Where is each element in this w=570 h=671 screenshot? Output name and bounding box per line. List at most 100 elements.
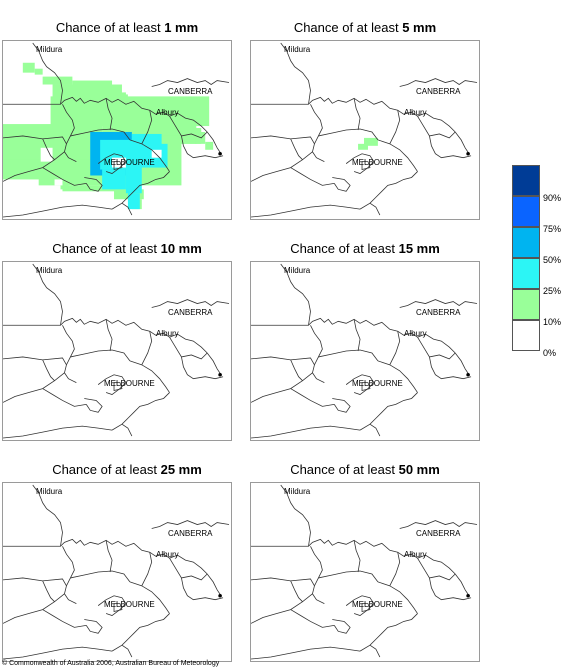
boundary-line	[62, 325, 77, 383]
boundary-line	[429, 352, 456, 360]
legend-swatch-10	[512, 289, 540, 320]
boundary-line	[105, 98, 113, 131]
boundary-line	[353, 319, 361, 352]
boundary-line	[399, 520, 478, 529]
boundary-line	[318, 570, 379, 583]
legend-swatch-90	[512, 165, 540, 196]
boundary-line	[3, 425, 113, 439]
boundary-line	[310, 546, 325, 604]
place-label-melbourne: MELBOURNE	[104, 600, 155, 609]
boundary-line	[251, 317, 470, 375]
panel-title-5mm: Chance of at least 5 mm	[293, 20, 437, 35]
boundary-line	[3, 646, 113, 660]
boundary-line	[113, 603, 123, 613]
legend-swatch-75	[512, 196, 540, 227]
probability-overlay	[251, 263, 478, 439]
boundary-line	[251, 356, 315, 366]
boundary-line	[151, 299, 230, 308]
boundary-line	[318, 349, 379, 362]
probability-overlay	[251, 484, 478, 660]
boundary-line	[3, 204, 113, 218]
boundary-line	[280, 263, 311, 326]
boundary-line	[429, 131, 456, 139]
legend-swatch-25	[512, 258, 540, 289]
map-panel-5mm: Mildura CANBERRA Albury MELBOURNE	[250, 40, 480, 220]
legend-label-0: 0%	[543, 348, 557, 358]
place-label-mildura: Mildura	[36, 487, 63, 496]
probability-cell	[42, 187, 49, 194]
boundary-line	[181, 352, 208, 360]
probability-cell	[127, 193, 140, 210]
boundary-line	[280, 42, 311, 105]
boundary-line	[129, 581, 170, 614]
probability-cell	[125, 167, 142, 194]
boundary-line	[318, 128, 379, 141]
boundary-line	[84, 177, 103, 192]
boundary-line	[141, 552, 153, 587]
boundary-line	[3, 372, 65, 403]
probability-cell	[50, 96, 210, 127]
boundary-line	[42, 138, 55, 160]
place-label-melbourne: MELBOURNE	[104, 379, 155, 388]
point-marker	[218, 593, 222, 598]
boundary-line	[361, 161, 371, 171]
boundary-line	[32, 484, 63, 547]
boundary-line	[97, 153, 127, 174]
copyright-notice: © Commonwealth of Australia 2006, Austra…	[2, 660, 220, 667]
boundary-line	[32, 42, 63, 105]
panel-title-1mm: Chance of at least 1 mm	[55, 20, 199, 35]
boundary-line	[32, 263, 63, 326]
panel-title-15mm: Chance of at least 15 mm	[290, 241, 440, 256]
boundary-line	[361, 603, 371, 613]
boundary-line	[113, 161, 123, 171]
boundary-line	[251, 135, 315, 145]
place-label-canberra: CANBERRA	[416, 529, 461, 538]
boundary-line	[353, 98, 361, 131]
probability-cell	[102, 169, 126, 190]
boundary-line	[3, 577, 67, 587]
boundary-line	[151, 520, 230, 529]
boundary-line	[111, 613, 170, 652]
boundary-line	[3, 135, 67, 145]
boundary-line	[251, 425, 361, 439]
boundary-line	[417, 557, 472, 601]
place-label-mildura: Mildura	[36, 266, 63, 275]
boundary-line	[251, 538, 470, 596]
boundary-line	[3, 538, 222, 596]
boundary-line	[42, 359, 55, 381]
boundary-line	[97, 595, 127, 616]
boundary-line	[181, 131, 208, 139]
boundary-line	[42, 609, 87, 628]
point-marker	[218, 372, 222, 377]
place-label-mildura: Mildura	[284, 487, 311, 496]
boundary-line	[290, 167, 335, 186]
place-label-canberra: CANBERRA	[416, 87, 461, 96]
boundary-line	[251, 577, 315, 587]
place-label-canberra: CANBERRA	[168, 529, 213, 538]
boundary-line	[310, 104, 325, 162]
boundary-line	[121, 202, 133, 216]
place-label-mildura: Mildura	[284, 45, 311, 54]
place-label-melbourne: MELBOURNE	[352, 600, 403, 609]
boundary-line	[377, 139, 418, 172]
boundary-line	[97, 374, 127, 395]
boundary-line	[417, 115, 472, 159]
boundary-line	[389, 552, 401, 587]
probability-cell	[22, 62, 35, 73]
boundary-line	[169, 115, 224, 159]
boundary-line	[389, 331, 401, 366]
probability-overlay	[3, 42, 230, 218]
point-marker	[466, 372, 470, 377]
probability-cell	[42, 76, 73, 85]
boundary-line	[389, 110, 401, 145]
boundary-line	[377, 581, 418, 614]
panel-title-50mm: Chance of at least 50 mm	[290, 462, 440, 477]
boundary-line	[42, 167, 87, 186]
map-panel-25mm: Mildura CANBERRA Albury MELBOURNE	[2, 482, 232, 662]
panel-title-10mm: Chance of at least 10 mm	[52, 241, 202, 256]
boundary-line	[169, 336, 224, 380]
place-label-canberra: CANBERRA	[168, 87, 213, 96]
boundary-line	[332, 398, 351, 413]
boundary-line	[111, 171, 170, 210]
boundary-line	[417, 336, 472, 380]
